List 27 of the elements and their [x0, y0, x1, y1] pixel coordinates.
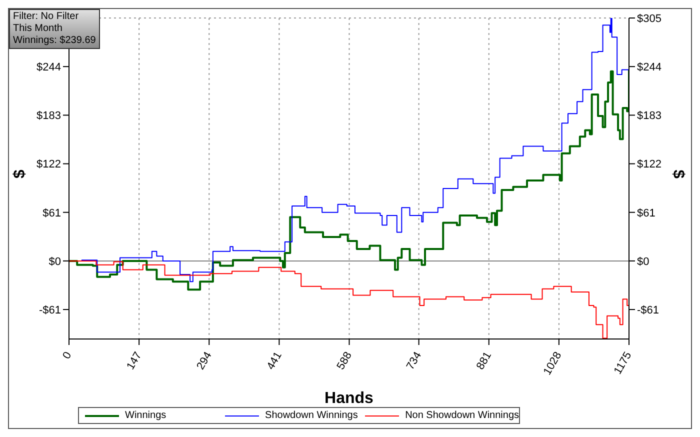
y2-axis-title: $ — [669, 170, 686, 179]
x-tick-label: 441 — [264, 350, 284, 372]
y2-tick-label: $122 — [637, 158, 662, 171]
legend-label: Winnings — [125, 410, 166, 421]
y2-tick-label: $61 — [637, 207, 656, 220]
x-tick-label: 147 — [124, 350, 144, 372]
y-tick-label: $61 — [42, 207, 61, 220]
x-tick-label: 0 — [60, 350, 74, 362]
x-tick-label: 588 — [334, 350, 354, 372]
y-tick-label: $244 — [36, 61, 61, 74]
x-tick-label: 294 — [194, 350, 214, 372]
x-tick-label: 881 — [474, 350, 494, 372]
y-tick-label: $0 — [48, 256, 61, 268]
x-axis-title: Hands — [324, 390, 374, 407]
y2-tick-label: $183 — [637, 110, 662, 122]
y-tick-label: $122 — [36, 158, 61, 171]
annotation: Filter: No Filter This Month Winnings: $239.69 — [9, 9, 100, 49]
y2-tick-label: $305 — [637, 12, 662, 25]
y-tick-label: -$61 — [38, 304, 61, 316]
x-tick-label: 734 — [404, 350, 424, 372]
y2-tick-label: $244 — [637, 61, 662, 74]
legend-label: Non Showdown Winnings — [405, 410, 520, 421]
y2-tick-label: -$61 — [637, 304, 660, 316]
y2-tick-label: $0 — [637, 256, 650, 268]
y-tick-label: $183 — [36, 110, 61, 122]
y-axis-title: $ — [12, 170, 29, 178]
legend-label: Showdown Winnings — [265, 410, 358, 421]
